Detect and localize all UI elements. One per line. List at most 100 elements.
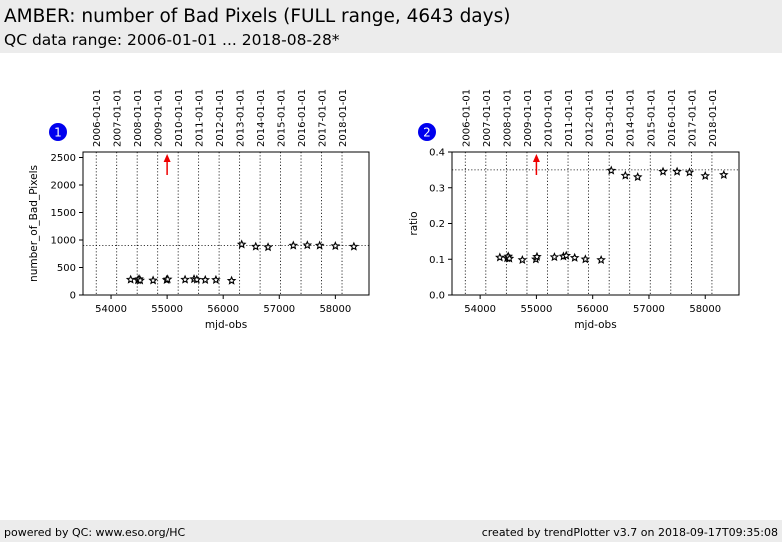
x-tick-label: 57000 [633, 304, 665, 315]
data-point [561, 250, 572, 260]
data-point [211, 274, 221, 284]
chart-panel-2: 2006-01-01 2007-01-01 2008-01-01 2009-01-01… [408, 89, 740, 331]
x-tick-label: 55000 [151, 304, 183, 315]
data-point [236, 239, 247, 249]
data-point [200, 274, 211, 284]
y-tick-label: 0.4 [429, 148, 445, 159]
plot-frame [82, 151, 370, 296]
data-point [549, 252, 560, 262]
data-point [135, 275, 145, 285]
plot-frame [451, 151, 740, 296]
panel-badge [49, 123, 67, 141]
date-tick-label: 2007-01-01 [482, 89, 493, 147]
x-tick-label: 56000 [207, 304, 239, 315]
data-point [532, 251, 542, 261]
y-tick-label: 2000 [51, 181, 76, 192]
data-point [504, 253, 515, 263]
data-point [658, 166, 668, 176]
data-point [302, 240, 313, 250]
date-tick-label: 2014-01-01 [626, 89, 637, 147]
data-point [314, 240, 325, 250]
page-title: AMBER: number of Bad Pixels (FULL range,… [4, 6, 511, 27]
data-point [632, 172, 643, 182]
chart-panel-1: 2006-01-01 2007-01-01 2008-01-01 2009-01-01… [28, 89, 370, 331]
date-tick-label: 2017-01-01 [318, 89, 329, 147]
date-tick-label: 2016-01-01 [667, 89, 678, 147]
x-tick-label: 54000 [95, 304, 127, 315]
data-point [672, 166, 682, 176]
footer-bar: powered by QC: www.eso.org/HC created by… [0, 520, 782, 542]
data-point [495, 252, 505, 262]
data-point [162, 274, 173, 284]
x-tick-label: 55000 [521, 304, 553, 315]
data-point [192, 274, 202, 284]
date-tick-label: 2014-01-01 [256, 89, 267, 147]
date-tick-label: 2013-01-01 [605, 89, 616, 147]
x-tick-label: 57000 [263, 304, 295, 315]
date-tick-label: 2011-01-01 [564, 89, 575, 147]
y-tick-label: 2500 [51, 153, 76, 164]
y-tick-label: 0 [70, 291, 76, 302]
data-point [125, 274, 136, 284]
date-tick-label: 2011-01-01 [195, 89, 206, 147]
date-tick-label: 2009-01-01 [154, 89, 165, 147]
data-point [250, 241, 261, 251]
date-tick-label: 2013-01-01 [236, 89, 247, 147]
data-point [569, 252, 580, 262]
arrow-head [532, 154, 540, 162]
data-point [684, 167, 695, 177]
page-subtitle: QC data range: 2006-01-01 ... 2018-08-28… [4, 31, 340, 49]
date-tick-label: 2010-01-01 [174, 89, 185, 147]
date-tick-label: 2008-01-01 [502, 89, 513, 147]
date-tick-label: 2018-01-01 [338, 89, 349, 147]
arrow-head [163, 154, 171, 162]
date-tick-label: 2015-01-01 [646, 89, 657, 147]
data-point [606, 165, 617, 175]
footer-credit: powered by QC: www.eso.org/HC [4, 526, 186, 539]
panel-badge-number: 1 [54, 126, 62, 140]
date-tick-label: 2015-01-01 [277, 89, 288, 147]
panel-badge [418, 123, 436, 141]
data-point [719, 169, 729, 179]
date-tick-label: 2006-01-01 [461, 89, 472, 147]
y-tick-label: 1000 [51, 236, 76, 247]
x-axis-label: mjd-obs [205, 319, 247, 331]
date-tick-label: 2007-01-01 [113, 89, 124, 147]
y-tick-label: 1500 [51, 208, 76, 219]
x-tick-label: 58000 [319, 304, 351, 315]
date-tick-label: 2012-01-01 [585, 89, 596, 147]
y-tick-label: 0.1 [429, 255, 445, 266]
y-tick-label: 500 [57, 263, 76, 274]
data-point [226, 275, 237, 285]
date-tick-label: 2009-01-01 [523, 89, 534, 147]
data-point [148, 275, 158, 285]
data-point [349, 241, 359, 251]
date-tick-label: 2006-01-01 [92, 89, 103, 147]
data-point [330, 241, 341, 251]
data-point [517, 254, 528, 265]
header-bar: AMBER: number of Bad Pixels (FULL range,… [0, 0, 782, 53]
date-tick-label: 2018-01-01 [708, 89, 719, 147]
data-point [596, 254, 606, 265]
y-axis-label: number_of_Bad_Pixels [28, 165, 40, 282]
x-axis-label: mjd-obs [574, 319, 616, 331]
y-tick-label: 0.3 [429, 183, 445, 194]
y-tick-label: 0.0 [429, 291, 445, 302]
x-tick-label: 54000 [464, 304, 496, 315]
y-tick-label: 0.2 [429, 219, 445, 230]
date-tick-label: 2017-01-01 [687, 89, 698, 147]
data-point [288, 240, 299, 250]
data-point [263, 242, 273, 252]
date-tick-label: 2016-01-01 [297, 89, 308, 147]
data-point [620, 170, 631, 180]
date-tick-label: 2012-01-01 [215, 89, 226, 147]
y-axis-label: ratio [408, 211, 420, 235]
footer-creator: created by trendPlotter v3.7 on 2018-09-… [481, 526, 778, 539]
x-tick-label: 58000 [689, 304, 721, 315]
date-tick-label: 2010-01-01 [543, 89, 554, 147]
x-tick-label: 56000 [577, 304, 609, 315]
panel-badge-number: 2 [423, 126, 431, 140]
data-point [180, 274, 190, 284]
date-tick-label: 2008-01-01 [133, 89, 144, 147]
